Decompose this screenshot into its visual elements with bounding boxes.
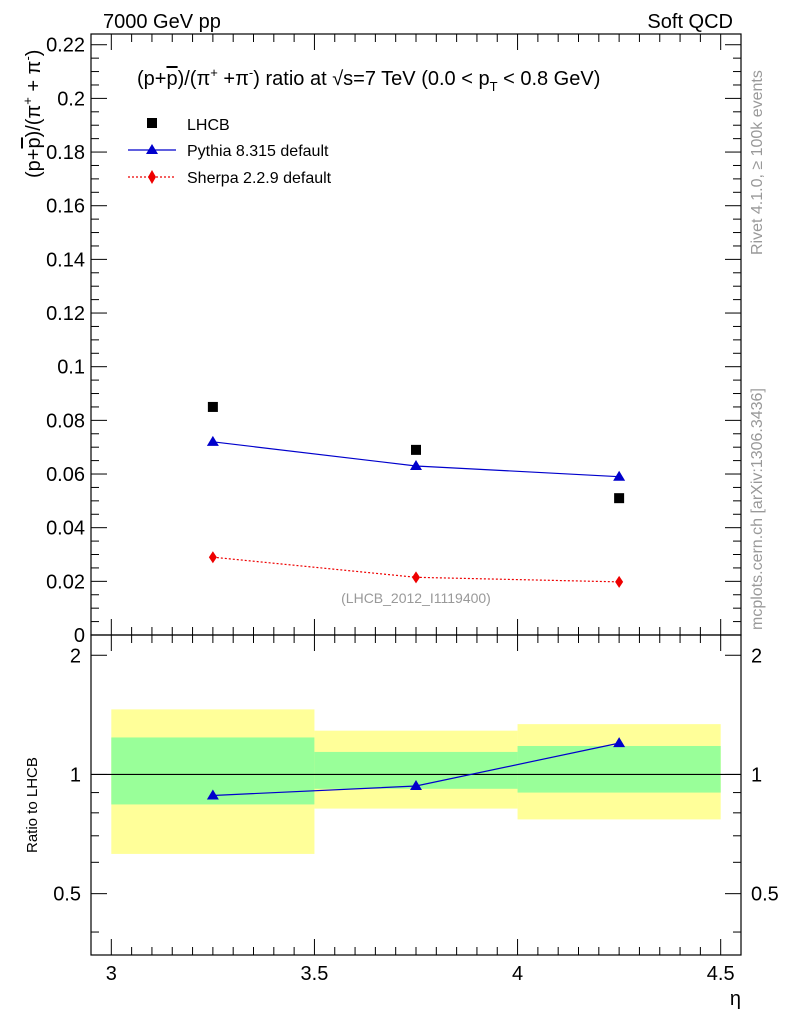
legend-marker-lhcb: [147, 118, 157, 128]
x-axis-label: η: [730, 988, 741, 1010]
rivet-label: Rivet 4.1.0, ≥ 100k events: [749, 70, 766, 255]
legend: LHCB Pythia 8.315 default Sherpa 2.2.9 d…: [128, 117, 332, 187]
legend-label-pythia: Pythia 8.315 default: [187, 143, 329, 160]
header-right: Soft QCD: [647, 11, 733, 33]
x-tick-label: 4.5: [707, 963, 735, 985]
main-ytick-label: 0.04: [46, 518, 85, 540]
ratio-pythia-point: [206, 789, 219, 800]
main-ytick-label: 0.02: [46, 571, 85, 593]
main-ytick-label: 0.2: [57, 88, 85, 110]
main-ytick-label: 0.1: [57, 357, 85, 379]
ratio-ytick-label-left: 0.5: [53, 884, 81, 906]
legend-marker-pythia: [146, 144, 158, 154]
ratio-ytick-label-right: 0.5: [751, 884, 779, 906]
sherpa-point: [208, 551, 217, 564]
ratio-band-inner: [517, 745, 721, 793]
main-ytick-label: 0: [74, 625, 85, 647]
ratio-ytick-label-right: 2: [751, 645, 762, 667]
plot-title: (p+p)/(π+ +π-) ratio at √s=7 TeV (0.0 < …: [137, 65, 600, 94]
ratio-pythia-point: [410, 780, 422, 791]
analysis-id: (LHCB_2012_I1119400): [341, 590, 491, 606]
lhcb-point: [614, 493, 625, 504]
main-ytick-label: 0.22: [46, 35, 85, 57]
main-ytick-label: 0.06: [46, 464, 85, 486]
x-tick-label: 3: [106, 963, 117, 985]
mcplots-label: mcplots.cern.ch [arXiv:1306.3436]: [749, 388, 766, 630]
x-tick-label: 3.5: [301, 963, 329, 985]
main-ytick-label: 0.12: [46, 303, 85, 325]
sherpa-point: [412, 571, 420, 584]
ratio-ytick-label-left: 1: [70, 764, 81, 786]
main-ylabel: (p+p)/(π+ + π-): [20, 50, 45, 178]
ratio-ylabel: Ratio to LHCB: [24, 757, 41, 853]
legend-label-sherpa: Sherpa 2.2.9 default: [187, 170, 332, 187]
legend-marker-sherpa: [148, 170, 156, 184]
lhcb-point: [207, 401, 218, 412]
legend-label-lhcb: LHCB: [187, 117, 230, 134]
sherpa-point: [615, 575, 624, 588]
header-left: 7000 GeV pp: [103, 11, 221, 33]
ratio-ytick-label-right: 1: [751, 764, 762, 786]
pythia-point: [613, 470, 626, 481]
pythia-point: [410, 459, 422, 470]
lhcb-point: [411, 444, 421, 455]
ratio-ytick-label-left: 2: [70, 645, 81, 667]
ratio-pythia-point: [613, 737, 626, 748]
pbar: p: [166, 68, 177, 90]
main-ytick-label: 0.18: [46, 142, 85, 164]
main-ytick-label: 0.14: [46, 249, 85, 271]
pythia-point: [206, 435, 219, 446]
main-ytick-label: 0.08: [46, 410, 85, 432]
main-ytick-label: 0.16: [46, 196, 85, 218]
x-tick-label: 4: [512, 963, 523, 985]
